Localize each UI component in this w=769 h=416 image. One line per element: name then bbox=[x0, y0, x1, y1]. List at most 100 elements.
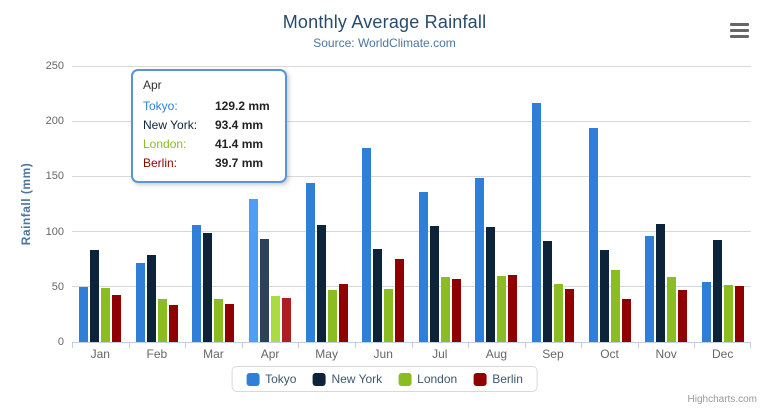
column-london-mar[interactable] bbox=[214, 298, 224, 342]
tooltip-value: 129.2 mm bbox=[215, 99, 270, 113]
x-axis-label-nov: Nov bbox=[655, 347, 677, 361]
x-axis-label-jul: Jul bbox=[432, 347, 448, 361]
legend-item-london[interactable]: London bbox=[398, 372, 457, 386]
legend-swatch-tokyo bbox=[246, 372, 260, 386]
column-new-york-aug[interactable] bbox=[486, 226, 496, 342]
x-axis-tick bbox=[637, 343, 639, 348]
column-tokyo-aug[interactable] bbox=[475, 178, 485, 342]
column-tokyo-mar[interactable] bbox=[192, 224, 202, 342]
column-london-may[interactable] bbox=[327, 290, 337, 342]
column-tokyo-may[interactable] bbox=[305, 183, 315, 342]
column-berlin-sep[interactable] bbox=[564, 289, 574, 342]
column-new-york-jun[interactable] bbox=[373, 248, 383, 342]
legend-swatch-london bbox=[398, 372, 412, 386]
column-tokyo-jul[interactable] bbox=[418, 192, 428, 342]
column-berlin-aug[interactable] bbox=[508, 275, 518, 342]
chart-subtitle: Source: WorldClimate.com bbox=[313, 36, 456, 50]
plot-area bbox=[72, 65, 751, 348]
column-london-feb[interactable] bbox=[157, 299, 167, 342]
x-axis-label-dec: Dec bbox=[712, 347, 734, 361]
column-new-york-dec[interactable] bbox=[712, 240, 722, 342]
x-axis-tick bbox=[354, 343, 356, 348]
column-new-york-feb[interactable] bbox=[146, 255, 156, 342]
column-berlin-may[interactable] bbox=[338, 283, 348, 342]
column-tokyo-sep[interactable] bbox=[531, 103, 541, 342]
x-axis-line bbox=[72, 342, 751, 343]
tooltip: Apr Tokyo: 129.2 mm New York: 93.4 mm London… bbox=[131, 69, 287, 183]
column-london-jun[interactable] bbox=[384, 288, 394, 342]
column-tokyo-nov[interactable] bbox=[645, 236, 655, 342]
column-berlin-jan[interactable] bbox=[112, 295, 122, 342]
y-axis-tick-label: 50 bbox=[51, 280, 64, 293]
x-axis-tick bbox=[468, 343, 470, 348]
chart-title: Monthly Average Rainfall bbox=[282, 12, 487, 32]
column-tokyo-dec[interactable] bbox=[701, 281, 711, 342]
x-axis-tick bbox=[581, 343, 583, 348]
tooltip-row-london: London: 41.4 mm bbox=[143, 135, 275, 154]
column-new-york-mar[interactable] bbox=[203, 233, 213, 342]
legend-label-berlin: Berlin bbox=[492, 372, 523, 386]
tooltip-series-label: Berlin: bbox=[143, 156, 178, 170]
column-london-apr[interactable] bbox=[271, 296, 281, 342]
column-new-york-nov[interactable] bbox=[656, 224, 666, 342]
legend-label-new-york: New York bbox=[331, 372, 383, 386]
x-axis-label-sep: Sep bbox=[542, 347, 564, 361]
legend-swatch-berlin bbox=[473, 372, 487, 386]
tooltip-value: 93.4 mm bbox=[215, 118, 264, 132]
column-berlin-dec[interactable] bbox=[734, 285, 744, 342]
tooltip-value: 39.7 mm bbox=[215, 156, 264, 170]
tooltip-row-new-york: New York: 93.4 mm bbox=[143, 116, 275, 135]
x-axis-label-jun: Jun bbox=[373, 347, 393, 361]
x-axis-tick bbox=[128, 343, 130, 348]
x-axis-tick bbox=[185, 343, 187, 348]
export-menu-button[interactable] bbox=[726, 20, 752, 40]
credits-link[interactable]: Highcharts.com bbox=[687, 394, 757, 405]
column-london-nov[interactable] bbox=[667, 276, 677, 342]
column-berlin-jun[interactable] bbox=[395, 258, 405, 342]
column-new-york-may[interactable] bbox=[316, 224, 326, 342]
hamburger-icon bbox=[728, 22, 750, 38]
column-tokyo-apr[interactable] bbox=[249, 199, 259, 342]
column-new-york-oct[interactable] bbox=[599, 249, 609, 342]
column-berlin-nov[interactable] bbox=[678, 290, 688, 342]
column-berlin-mar[interactable] bbox=[225, 303, 235, 342]
column-tokyo-feb[interactable] bbox=[135, 263, 145, 342]
column-new-york-sep[interactable] bbox=[542, 241, 552, 342]
column-berlin-apr[interactable] bbox=[282, 298, 292, 342]
legend-label-london: London bbox=[417, 372, 458, 386]
gridline-250 bbox=[72, 65, 751, 67]
y-axis-tick-label: 200 bbox=[45, 115, 64, 128]
column-new-york-apr[interactable] bbox=[260, 238, 270, 342]
column-new-york-jul[interactable] bbox=[429, 226, 439, 342]
tooltip-value: 41.4 mm bbox=[215, 137, 264, 151]
column-new-york-jan[interactable] bbox=[90, 249, 100, 342]
legend-item-berlin[interactable]: Berlin bbox=[473, 372, 523, 386]
tooltip-series-label: Tokyo: bbox=[143, 99, 178, 113]
legend-swatch-new-york bbox=[312, 372, 326, 386]
column-london-oct[interactable] bbox=[610, 270, 620, 342]
x-axis-tick bbox=[411, 343, 413, 348]
column-london-sep[interactable] bbox=[553, 284, 563, 342]
y-axis-tick-label: 100 bbox=[45, 225, 64, 238]
column-tokyo-oct[interactable] bbox=[588, 127, 598, 342]
column-london-jul[interactable] bbox=[440, 276, 450, 342]
x-axis-tick bbox=[694, 343, 696, 348]
column-berlin-feb[interactable] bbox=[168, 305, 178, 342]
gridline-150 bbox=[72, 175, 751, 177]
gridline-100 bbox=[72, 231, 751, 233]
column-berlin-jul[interactable] bbox=[451, 278, 461, 342]
legend: Tokyo New York London Berlin bbox=[231, 366, 538, 392]
column-berlin-oct[interactable] bbox=[621, 298, 631, 342]
column-london-dec[interactable] bbox=[723, 285, 733, 342]
gridline-50 bbox=[72, 286, 751, 288]
column-london-jan[interactable] bbox=[101, 288, 111, 342]
x-axis-label-mar: Mar bbox=[203, 347, 224, 361]
column-tokyo-jan[interactable] bbox=[79, 286, 89, 342]
column-tokyo-jun[interactable] bbox=[362, 147, 372, 342]
column-london-aug[interactable] bbox=[497, 276, 507, 342]
y-axis-tick-label: 150 bbox=[45, 170, 64, 183]
legend-item-tokyo[interactable]: Tokyo bbox=[246, 372, 296, 386]
legend-item-new-york[interactable]: New York bbox=[312, 372, 382, 386]
x-axis-tick bbox=[298, 343, 300, 348]
